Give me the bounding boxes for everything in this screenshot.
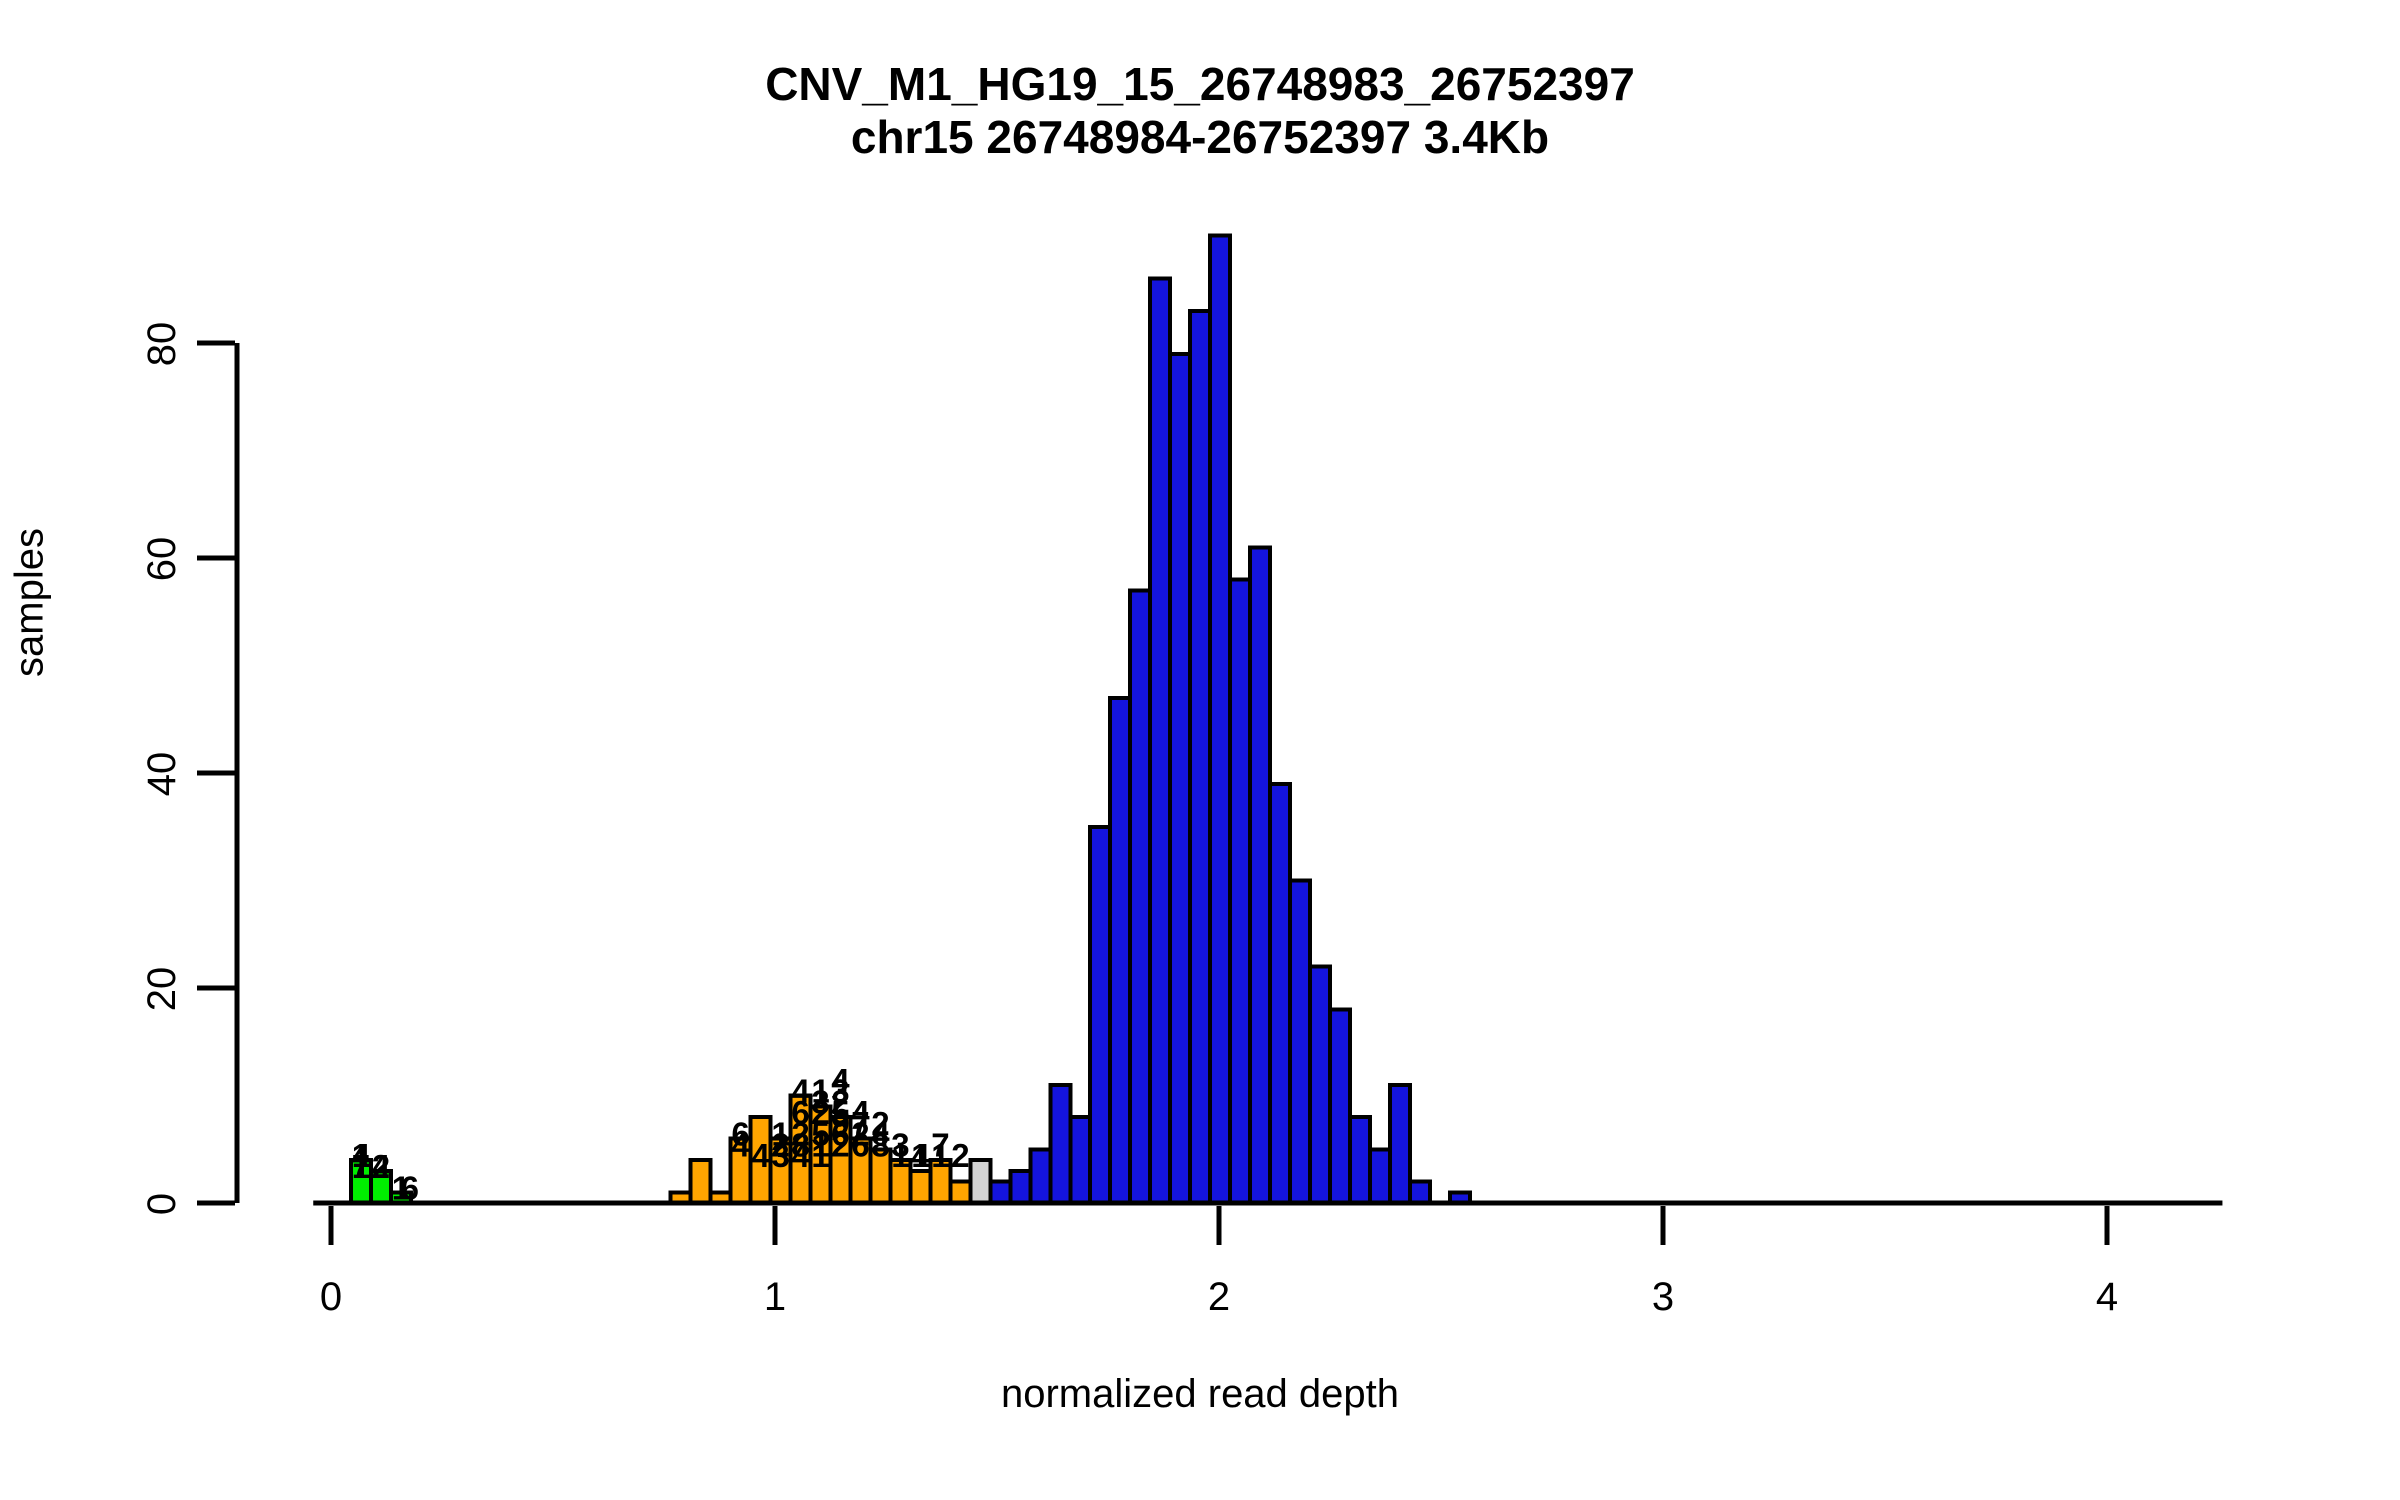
bar-count-label: 3 <box>891 1126 909 1163</box>
bar-count-label: 2 <box>871 1105 889 1142</box>
bar-count-label: 4 <box>871 1116 890 1153</box>
bar-count-label: 4 <box>731 1126 750 1163</box>
bar-count-label: 8 <box>871 1126 889 1163</box>
bar-count-label: 6 <box>831 1116 849 1153</box>
bar-count-label: 8 <box>791 1126 809 1163</box>
x-axis-tick-label: 1 <box>764 1275 786 1319</box>
histogram-bar <box>1328 1007 1352 1205</box>
x-axis-tick-label: 2 <box>1208 1275 1230 1319</box>
bar-count-label: 4 <box>751 1137 770 1174</box>
bar-count-label: 1 <box>891 1137 909 1174</box>
bar-count-label: 6 <box>731 1116 749 1153</box>
bar-count-label: 4 <box>791 1137 810 1174</box>
bar-count-label: 4 <box>851 1094 870 1131</box>
histogram-bar <box>1308 964 1333 1205</box>
bar-count-label: 2 <box>831 1083 849 1120</box>
histogram-bar <box>1228 577 1253 1205</box>
histogram-bar <box>1028 1147 1053 1205</box>
bar-count-label: 5 <box>831 1094 849 1131</box>
bar-count-label: 2 <box>771 1126 789 1163</box>
histogram-bar <box>1268 781 1293 1205</box>
y-axis-tick-label: 80 <box>140 322 184 367</box>
histogram-bar <box>1288 878 1313 1205</box>
y-axis-tick-label: 0 <box>140 1193 184 1215</box>
bar-count-label: 7 <box>352 1148 370 1185</box>
bar-count-label: 5 <box>811 1116 829 1153</box>
histogram-bar <box>1407 1179 1432 1205</box>
bar-count-label: 2 <box>372 1148 390 1185</box>
y-axis-tick-label: 40 <box>140 752 184 797</box>
bar-count-label: 3 <box>811 1083 829 1120</box>
bar-count-label: 2 <box>831 1126 849 1163</box>
x-axis-label: normalized read depth <box>1000 1372 1400 1416</box>
histogram-bar <box>1248 545 1273 1205</box>
histogram-bar <box>1387 1082 1412 1205</box>
y-axis-tick-label: 20 <box>140 967 184 1012</box>
bar-count-label: 3 <box>831 1073 849 1110</box>
histogram-bar <box>1068 1115 1093 1205</box>
histogram-bar <box>688 1158 713 1205</box>
histogram-bar <box>1048 1082 1073 1205</box>
bar-count-label: 6 <box>791 1094 809 1131</box>
bar-count-label: 4 <box>791 1073 810 1110</box>
bar-count-label: 4 <box>831 1062 850 1099</box>
bar-count-label: 9 <box>831 1105 849 1142</box>
histogram-bar <box>1148 276 1173 1205</box>
histogram-bar <box>1008 1168 1033 1205</box>
y-axis-tick-label: 60 <box>140 537 184 582</box>
bar-count-label: 1 <box>811 1126 829 1163</box>
histogram-bar <box>1128 588 1153 1205</box>
histogram-bar <box>1347 1115 1372 1205</box>
bar-count-label: 1 <box>352 1137 370 1174</box>
histogram-bar <box>948 1179 973 1205</box>
histogram-bar <box>1367 1147 1392 1205</box>
x-axis-tick-label: 4 <box>2096 1275 2118 1319</box>
histogram-bar <box>1088 824 1113 1205</box>
histogram-bar <box>1188 308 1213 1205</box>
bar-count-label: 1 <box>811 1137 829 1174</box>
bar-count-label: 1 <box>352 1148 370 1185</box>
bar-count-label: 3 <box>771 1137 789 1174</box>
bar-count-label: 2 <box>951 1137 969 1174</box>
bar-count-label: 2 <box>791 1116 809 1153</box>
histogram-bar <box>1168 351 1193 1205</box>
bar-count-label: 2 <box>811 1094 829 1131</box>
histogram-bar <box>1108 695 1133 1205</box>
bar-count-label: 7 <box>931 1126 949 1163</box>
bar-count-label: 7 <box>851 1105 869 1142</box>
bar-count-label: 6 <box>401 1169 419 1206</box>
bar-count-label: 1 <box>911 1137 929 1174</box>
bar-count-label: 1 <box>771 1116 789 1153</box>
bar-count-label: 1 <box>811 1073 829 1110</box>
bar-count-label: 1 <box>931 1137 949 1174</box>
x-axis-tick-label: 3 <box>1652 1275 1674 1319</box>
histogram-bar <box>968 1158 993 1205</box>
histogram-bar <box>1208 233 1233 1205</box>
bar-count-label: 1 <box>392 1169 410 1206</box>
bar-count-label: 6 <box>851 1126 869 1163</box>
x-axis-tick-label: 0 <box>320 1275 342 1319</box>
bar-count-label: 4 <box>911 1137 930 1174</box>
bar-count-label: 4 <box>352 1137 371 1174</box>
histogram-bar <box>908 1168 933 1205</box>
bar-count-label: 4 <box>372 1148 391 1185</box>
bars-layer <box>348 233 1472 1205</box>
histogram-bar <box>988 1179 1013 1205</box>
bar-count-label: 2 <box>851 1116 869 1153</box>
